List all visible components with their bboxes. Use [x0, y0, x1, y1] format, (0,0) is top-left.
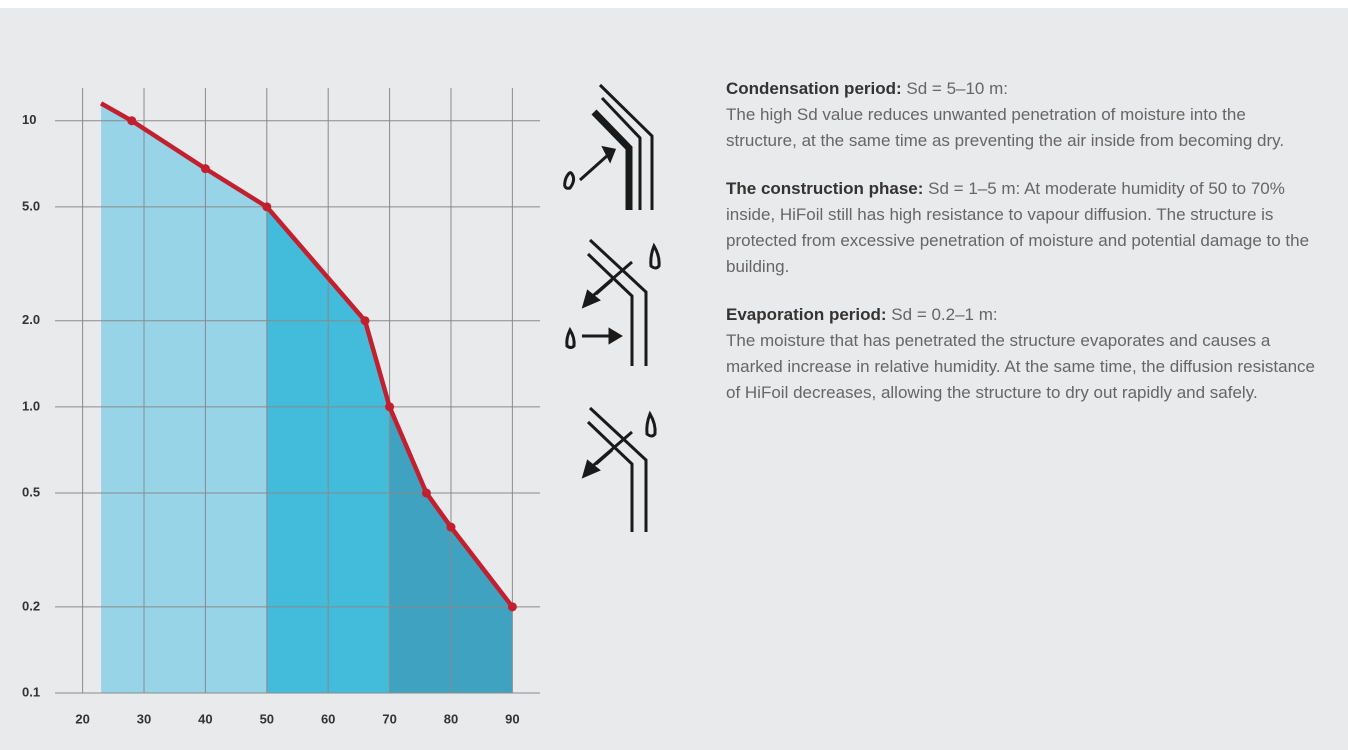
note-body: The high Sd value reduces unwanted penet…: [726, 105, 1285, 150]
y-tick-label: 1.0: [22, 398, 40, 413]
icon-layer: [600, 96, 642, 210]
icon-layer: [591, 109, 633, 210]
icon-layer: [588, 406, 648, 532]
note: The construction phase: Sd = 1–5 m: At m…: [726, 176, 1316, 280]
note-lead: Sd = 5–10 m:: [901, 79, 1008, 98]
icon-layer: [598, 83, 654, 210]
icon-arrow: [579, 153, 609, 182]
icon-drop: [563, 171, 576, 190]
note-heading: Evaporation period:: [726, 305, 887, 324]
data-point: [421, 488, 431, 498]
note: Condensation period: Sd = 5–10 m: The hig…: [726, 76, 1316, 154]
icon-layer: [588, 238, 648, 366]
x-tick-label: 20: [75, 711, 89, 726]
data-point: [385, 402, 395, 412]
note-heading: The construction phase:: [726, 179, 924, 198]
x-tick-label: 70: [382, 711, 396, 726]
data-point: [360, 316, 370, 326]
icon-arrowhead: [581, 459, 601, 479]
y-tick-label: 0.2: [22, 598, 40, 613]
y-tick-label: 0.1: [22, 684, 40, 699]
x-tick-label: 30: [137, 711, 151, 726]
data-point: [262, 202, 272, 212]
note-lead: Sd = 0.2–1 m:: [886, 305, 998, 324]
y-tick-label: 2.0: [22, 312, 40, 327]
data-point: [200, 164, 210, 174]
icon-arrowhead: [608, 327, 623, 345]
notes: Condensation period: Sd = 5–10 m: The hig…: [726, 76, 1316, 428]
top-strip: [0, 0, 1348, 8]
icons: [563, 83, 661, 532]
icon-arrow: [595, 278, 613, 296]
region: [101, 103, 267, 693]
icon-drop: [565, 326, 576, 349]
icon-layer: [586, 420, 634, 532]
note-body: The moisture that has penetrated the str…: [726, 331, 1315, 402]
x-tick-label: 40: [198, 711, 212, 726]
y-tick-label: 5.0: [22, 198, 40, 213]
note-lead: Sd = 1–5 m: At moderate humidity of 50 t…: [726, 179, 1310, 276]
icon-drop: [645, 410, 657, 438]
x-tick-label: 60: [321, 711, 335, 726]
icon-arrowhead: [601, 145, 617, 164]
icon-arrowhead: [581, 289, 601, 309]
note-heading: Condensation period:: [726, 79, 902, 98]
icon-layer: [586, 252, 634, 366]
data-point: [446, 522, 456, 532]
x-tick-label: 80: [444, 711, 458, 726]
y-tick-label: 10: [22, 112, 36, 127]
chart: 0.1 0.2 0.5 1.0 2.0 5.0 10 20 30 40 50 60 70 80 90: [22, 83, 661, 726]
x-tick-label: 50: [260, 711, 274, 726]
data-point: [507, 602, 517, 612]
x-tick-label: 90: [505, 711, 519, 726]
icon-arrow: [595, 448, 613, 466]
data-point: [127, 116, 137, 126]
icon-drop: [649, 242, 661, 270]
y-tick-label: 0.5: [22, 484, 40, 499]
note: Evaporation period: Sd = 0.2–1 m: The moi…: [726, 302, 1316, 406]
